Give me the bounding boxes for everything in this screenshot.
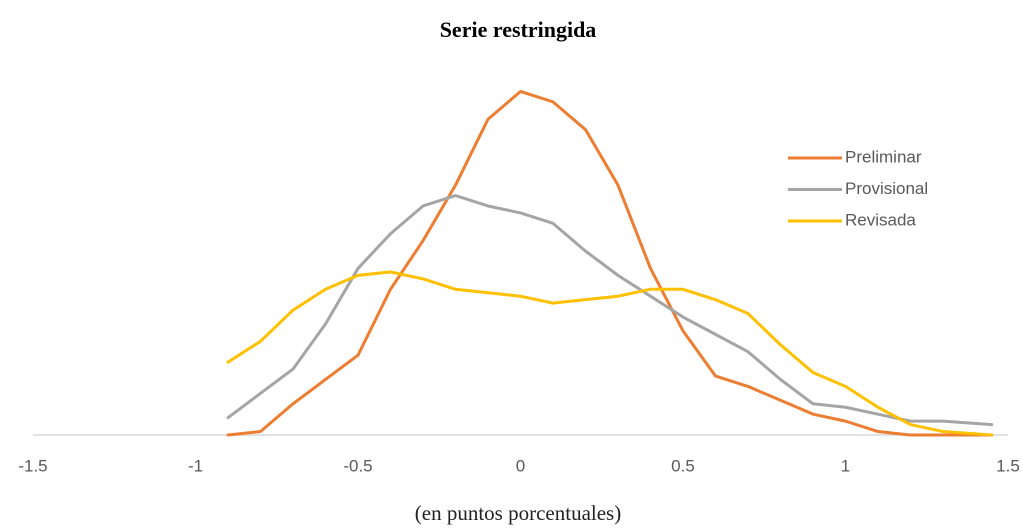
x-tick-label: 0 [516,456,525,475]
legend-label: Provisional [845,179,928,198]
x-tick-label: 0.5 [671,456,695,475]
x-axis-label: (en puntos porcentuales) [415,501,621,525]
legend-label: Revisada [845,210,916,229]
series-line [226,270,994,437]
x-tick-label: -1 [188,456,203,475]
series-line [226,194,994,427]
series-line [226,89,994,437]
x-tick-label: 1.5 [996,456,1020,475]
chart-title: Serie restringida [440,17,597,42]
legend-label: Preliminar [845,147,922,166]
x-tick-label: -0.5 [343,456,372,475]
x-tick-label: -1.5 [18,456,47,475]
x-tick-label: 1 [841,456,850,475]
